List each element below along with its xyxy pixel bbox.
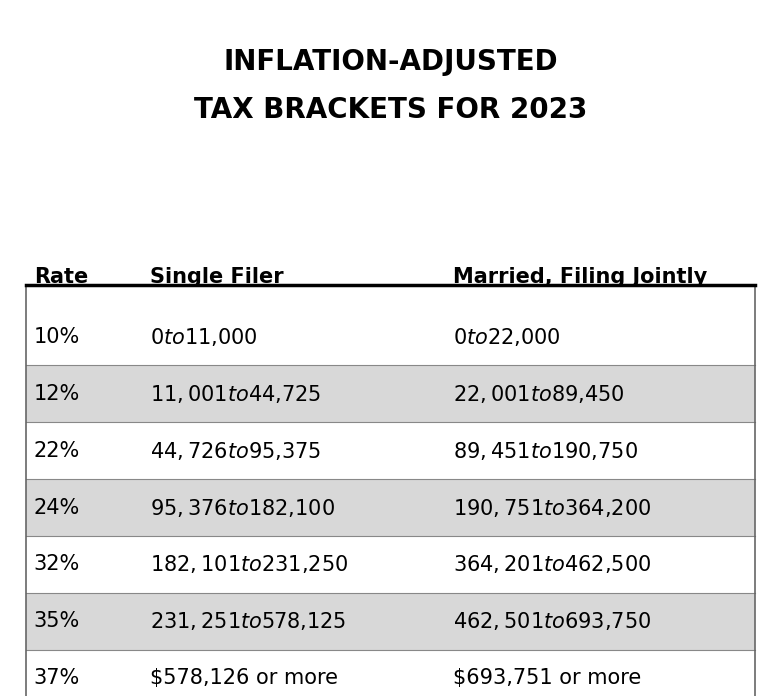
- Text: Married, Filing Jointly: Married, Filing Jointly: [452, 267, 707, 287]
- Text: $89,451 to $190,750: $89,451 to $190,750: [452, 440, 637, 462]
- Text: $231,251 to $578,125: $231,251 to $578,125: [150, 610, 346, 633]
- Text: Single Filer: Single Filer: [150, 267, 284, 287]
- FancyBboxPatch shape: [26, 480, 755, 536]
- Text: 24%: 24%: [34, 498, 80, 517]
- Text: INFLATION-ADJUSTED: INFLATION-ADJUSTED: [223, 48, 558, 75]
- Text: $22,001 to $89,450: $22,001 to $89,450: [452, 383, 624, 405]
- Text: 10%: 10%: [34, 327, 80, 347]
- Text: $95,376 to $182,100: $95,376 to $182,100: [150, 496, 335, 519]
- Text: $462,501 to $693,750: $462,501 to $693,750: [452, 610, 651, 633]
- Text: $182,101 to $231,250: $182,101 to $231,250: [150, 554, 348, 575]
- Text: $11,001 to $44,725: $11,001 to $44,725: [150, 383, 321, 405]
- Text: 32%: 32%: [34, 554, 80, 575]
- Text: 22%: 22%: [34, 441, 80, 461]
- Text: $578,126 or more: $578,126 or more: [150, 668, 338, 689]
- Text: 35%: 35%: [34, 612, 80, 631]
- Text: $190,751 to $364,200: $190,751 to $364,200: [452, 496, 651, 519]
- Text: 12%: 12%: [34, 384, 80, 404]
- Text: $0 to $22,000: $0 to $22,000: [452, 326, 561, 348]
- Text: Rate: Rate: [34, 267, 88, 287]
- FancyBboxPatch shape: [26, 366, 755, 422]
- Text: $364,201 to $462,500: $364,201 to $462,500: [452, 554, 651, 575]
- Text: $0 to $11,000: $0 to $11,000: [150, 326, 258, 348]
- Text: 37%: 37%: [34, 668, 80, 689]
- Text: $693,751 or more: $693,751 or more: [452, 668, 640, 689]
- Text: $44,726 to $95,375: $44,726 to $95,375: [150, 440, 321, 462]
- FancyBboxPatch shape: [26, 593, 755, 650]
- Text: TAX BRACKETS FOR 2023: TAX BRACKETS FOR 2023: [194, 96, 587, 124]
